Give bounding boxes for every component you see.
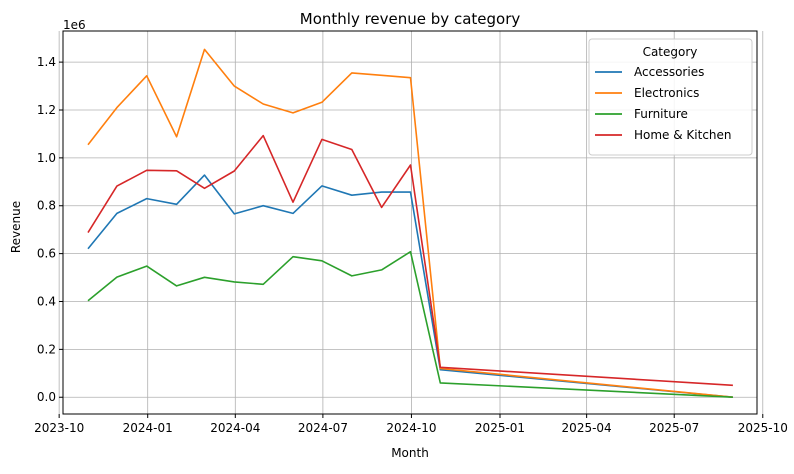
y-tick-label: 0.4 [37,294,56,308]
legend-box [588,38,753,156]
y-tick-label: 1.4 [37,55,56,69]
y-tick-label: 0.0 [37,390,56,404]
legend: Category Accessories Electronics Furniture… [588,38,753,156]
x-tick-label: 2024-07 [298,421,348,435]
y-axis-label: Revenue [9,201,23,253]
legend-label: Accessories [634,65,704,79]
x-tick-label: 2025-04 [562,421,612,435]
plot-area-frame [62,30,758,415]
legend-title: Category [643,45,698,59]
x-tick-label: 2024-01 [123,421,173,435]
legend-label: Home & Kitchen [634,128,732,142]
x-tick-label: 2024-04 [210,421,260,435]
x-tick-label: 2025-07 [649,421,699,435]
axis-ticks: 2023-10 2024-01 2024-04 2024-07 2024-10 2025-… [34,55,788,435]
series-line-furniture [87,250,733,398]
y-tick-label: 1.0 [37,151,56,165]
legend-label: Furniture [634,107,688,121]
x-axis-label: Month [391,446,429,460]
grid-lines [58,31,764,414]
x-tick-label: 2025-01 [475,421,525,435]
y-tick-label: 1.2 [37,103,56,117]
y-tick-label: 0.6 [37,247,56,261]
x-tick-label: 2024-10 [386,421,436,435]
chart-title: Monthly revenue by category [300,10,521,28]
series-line-home-kitchen [87,134,733,387]
y-offset-label: 1e6 [63,18,86,32]
y-tick-label: 0.8 [37,199,56,213]
y-tick-label: 0.2 [37,342,56,356]
legend-items: Accessories Electronics Furniture Home & Ki… [595,65,732,142]
legend-label: Electronics [634,86,699,100]
x-tick-label: 2023-10 [34,421,84,435]
series-lines [87,48,733,398]
series-line-electronics [87,48,733,398]
series-line-accessories [87,174,733,398]
x-tick-label: 2025-10 [738,421,788,435]
